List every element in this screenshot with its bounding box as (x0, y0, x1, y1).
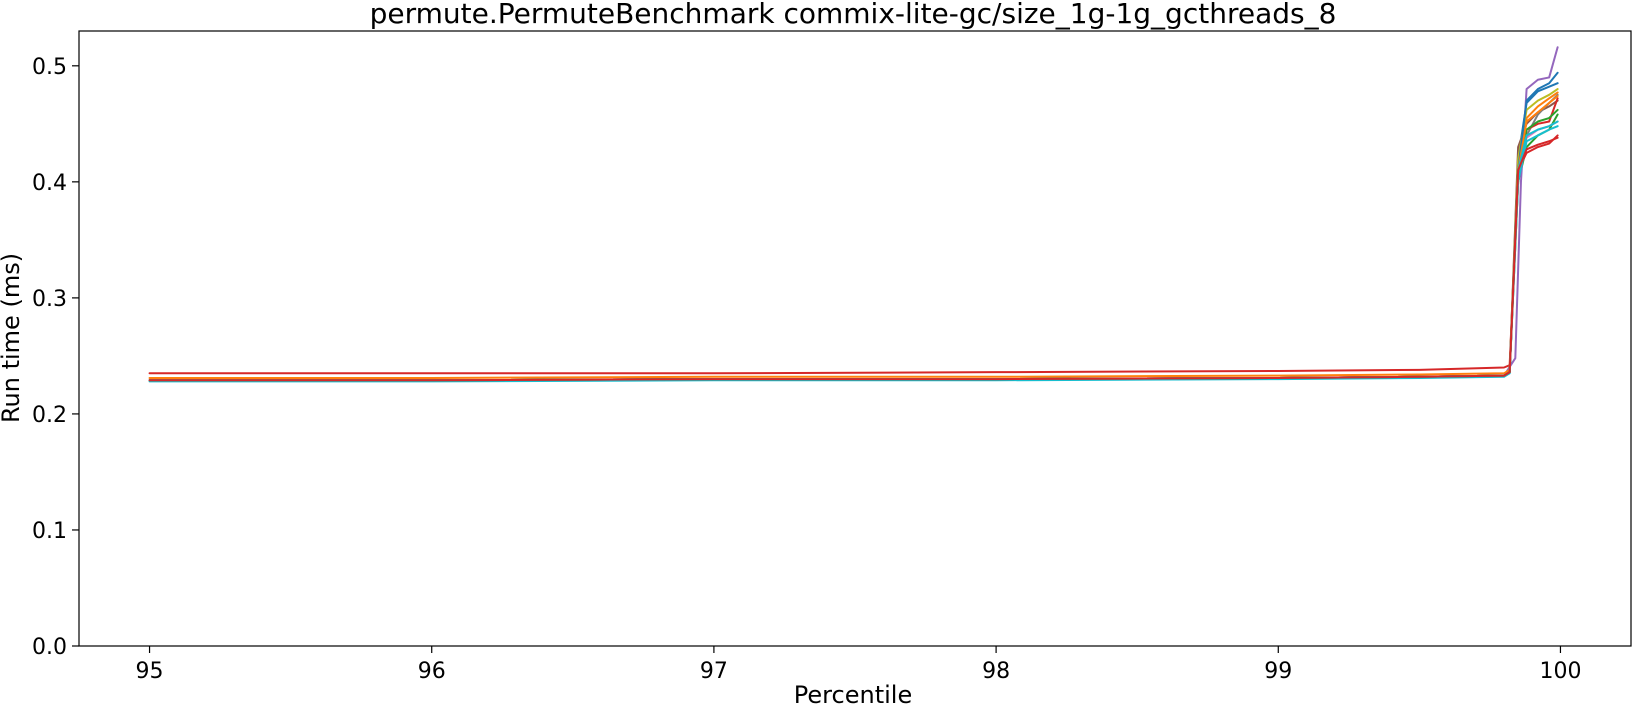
y-tick-label: 0.4 (32, 171, 67, 196)
y-tick-label: 0.1 (32, 519, 67, 544)
series-line-4 (148, 134, 1559, 375)
plot-area: 95 96 97 98 99 100 0.0 0.1 0.2 0.3 0.4 0.5 (32, 30, 1632, 684)
chart-title: permute.PermuteBenchmark commix-lite-gc/… (370, 0, 1337, 30)
series-line-10 (148, 125, 1559, 383)
x-tick-label: 98 (982, 659, 1010, 684)
plot-frame (78, 30, 1632, 647)
x-tick-label: 96 (418, 659, 446, 684)
x-axis: 95 96 97 98 99 100 (136, 646, 1581, 684)
y-tick-label: 0.5 (32, 55, 67, 80)
y-tick-label: 0.2 (32, 403, 67, 428)
x-axis-label: Percentile (794, 681, 912, 709)
x-tick-label: 100 (1539, 659, 1581, 684)
x-tick-label: 97 (700, 659, 728, 684)
series-line-16 (148, 136, 1559, 382)
x-tick-label: 95 (136, 659, 164, 684)
y-axis: 0.0 0.1 0.2 0.3 0.4 0.5 (32, 55, 79, 660)
series-line-14 (148, 94, 1559, 379)
y-axis-label: Run time (ms) (0, 253, 25, 423)
x-tick-label: 99 (1264, 659, 1292, 684)
y-tick-label: 0.0 (32, 635, 67, 660)
series-layer (148, 46, 1559, 383)
y-tick-label: 0.3 (32, 287, 67, 312)
